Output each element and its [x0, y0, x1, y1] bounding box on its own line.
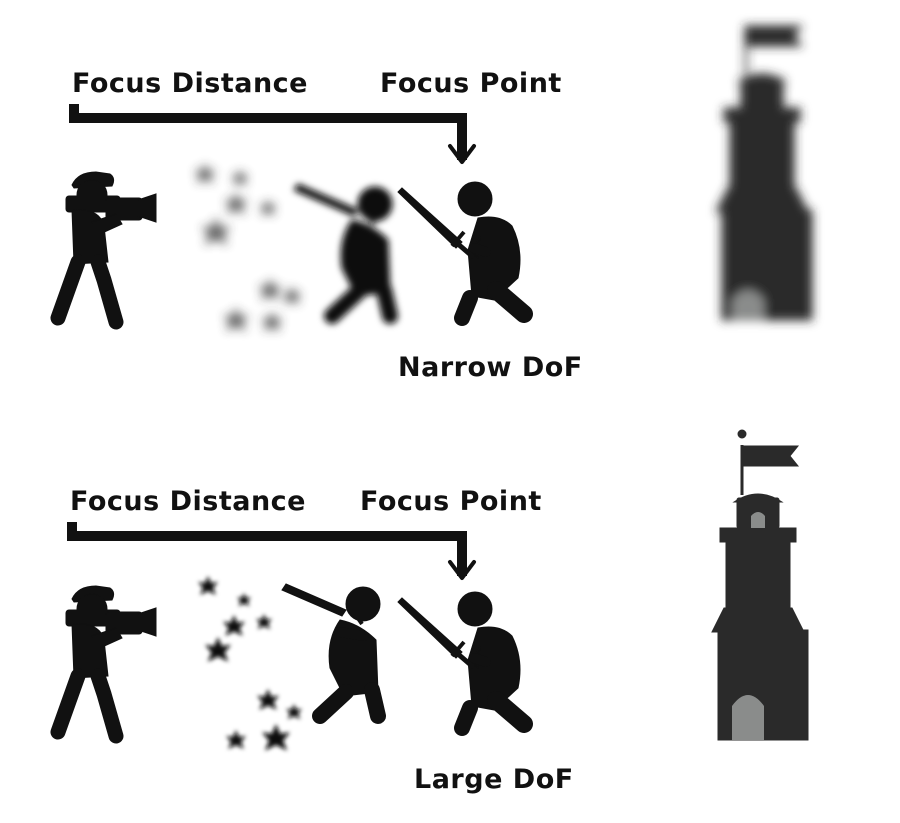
top-blurred-tower — [714, 23, 814, 322]
bottom-camera-operator — [58, 586, 156, 736]
top-focus-distance-label: Focus Distance — [72, 68, 308, 99]
bottom-focus-point-label: Focus Point — [360, 486, 542, 517]
top-blurred-fighter — [294, 184, 392, 316]
top-dof-label: Narrow DoF — [398, 352, 583, 383]
bottom-focus-distance-label: Focus Distance — [70, 486, 306, 517]
bottom-dof-label: Large DoF — [414, 764, 574, 795]
top-camera-operator — [58, 172, 156, 322]
top-focus-point-label: Focus Point — [380, 68, 562, 99]
bottom-focused-swordsman — [398, 592, 524, 728]
bottom-leaves — [198, 576, 302, 751]
bottom-sharp-tower — [710, 429, 810, 742]
bottom-focus-bracket — [67, 522, 476, 580]
top-focused-swordsman — [398, 182, 524, 318]
top-focus-bracket — [69, 104, 476, 164]
top-blurred-leaves — [194, 163, 302, 332]
bottom-mid-fighter — [282, 584, 380, 716]
